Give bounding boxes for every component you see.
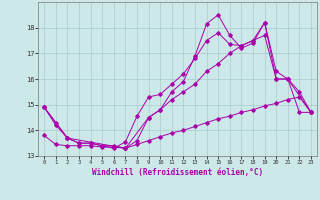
X-axis label: Windchill (Refroidissement éolien,°C): Windchill (Refroidissement éolien,°C) [92, 168, 263, 177]
